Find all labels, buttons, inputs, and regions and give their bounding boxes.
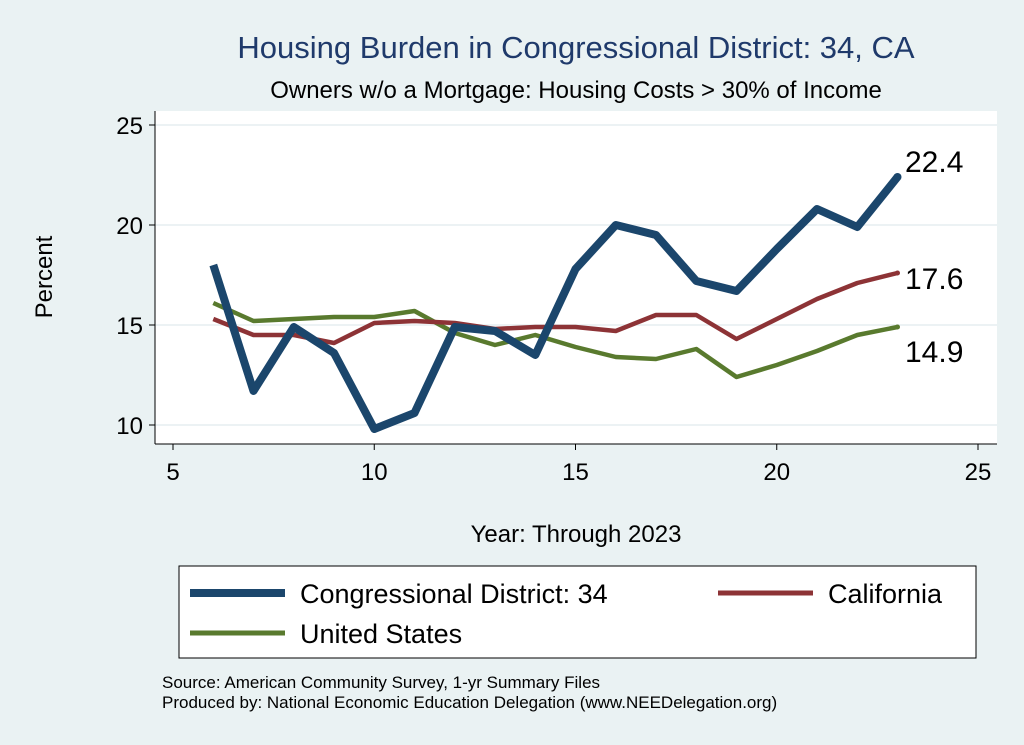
- series-end-point: [895, 270, 900, 276]
- y-tick-label: 20: [116, 213, 143, 240]
- series-end-point: [893, 173, 902, 181]
- legend-item-us: United States: [190, 619, 462, 649]
- x-tick-label: 10: [361, 459, 388, 486]
- x-tick-label: 25: [965, 459, 992, 486]
- end-label-california: 17.6: [905, 263, 963, 296]
- legend-label-district: Congressional District: 34: [300, 579, 608, 609]
- y-tick-label: 10: [116, 413, 143, 440]
- x-tick-label: 15: [562, 459, 589, 486]
- series-line-district: [209, 174, 901, 433]
- legend-label-california: California: [828, 579, 943, 609]
- series-line-california: [212, 270, 899, 346]
- series-end-point: [895, 324, 900, 330]
- end-labels: 22.4 17.6 14.9: [905, 146, 963, 369]
- y-tick-label: 25: [116, 113, 143, 140]
- y-axis-ticks: 10 15 20 25: [116, 113, 155, 440]
- end-label-us: 14.9: [905, 336, 963, 369]
- legend-label-us: United States: [300, 619, 462, 649]
- x-tick-label: 5: [166, 459, 179, 486]
- y-tick-label: 15: [116, 313, 143, 340]
- end-label-district: 22.4: [905, 146, 963, 179]
- chart-subtitle: Owners w/o a Mortgage: Housing Costs > 3…: [270, 77, 882, 104]
- series-line-us: [212, 300, 898, 380]
- chart-title: Housing Burden in Congressional District…: [237, 30, 914, 65]
- x-tick-label: 20: [763, 459, 790, 486]
- y-axis-label: Percent: [31, 235, 58, 318]
- legend-box: [178, 565, 977, 659]
- source-line: Source: American Community Survey, 1-yr …: [162, 673, 600, 692]
- x-axis-ticks: 5 10 15 20 25: [166, 444, 991, 486]
- series-lines: [209, 173, 902, 433]
- produced-by-line: Produced by: National Economic Education…: [162, 693, 777, 712]
- legend-item-district: Congressional District: 34: [190, 579, 608, 609]
- x-axis-label: Year: Through 2023: [471, 521, 682, 548]
- legend-item-california: California: [718, 579, 943, 609]
- plot-area: [155, 111, 997, 444]
